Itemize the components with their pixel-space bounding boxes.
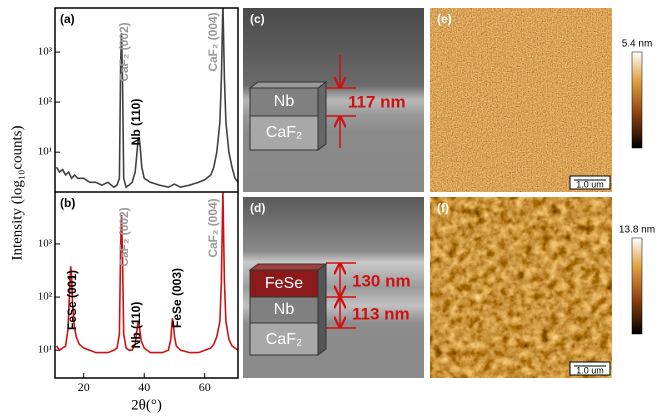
layer-label: CaF₂	[266, 124, 302, 141]
x-tick-label: 20	[78, 380, 90, 394]
sem-panel-d: (d) FeSe Nb CaF₂ 130 nm 113 nm	[243, 197, 424, 378]
xrd-plots: 10¹ 10² 10³ (a) CaF₂ (002) Nb (110) CaF₂ (004)…	[38, 2, 238, 413]
peak-label: CaF₂ (002)	[117, 207, 131, 266]
thickness-label: 113 nm	[352, 304, 410, 323]
y-tick-label: 10¹	[38, 344, 52, 356]
afm-panel-e: (e) 1.0 um 5.4 nm	[430, 8, 652, 192]
peak-label: Nb (110)	[129, 302, 143, 349]
y-tick-label: 10³	[38, 46, 53, 58]
peak-label: CaF₂ (004)	[206, 198, 220, 257]
peak-label: FeSe (001)	[65, 270, 79, 330]
y-tick-label: 10²	[38, 291, 53, 303]
sem-panel-c: (c) Nb CaF₂ 117 nm	[243, 8, 424, 192]
y-axis-label: Intensity (log₁₀counts)	[9, 125, 25, 260]
colorbar-label: 13.8 nm	[619, 225, 655, 236]
layer-label: FeSe	[265, 275, 303, 292]
y-tick-label: 10¹	[38, 146, 52, 158]
panel-label: (e)	[437, 12, 452, 26]
panel-label: (f)	[437, 201, 449, 215]
scale-bar-label: 1.0 um	[576, 365, 604, 375]
peak-label: CaF₂ (002)	[117, 22, 131, 81]
colorbar-label: 5.4 nm	[622, 39, 653, 50]
peak-label: Nb (110)	[129, 99, 143, 146]
panel-label: (d)	[250, 201, 265, 215]
scale-bar-label: 1.0 um	[576, 179, 604, 189]
x-axis-label: 2θ(°)	[131, 397, 162, 413]
afm-panel-f: (f) 1.0 um 13.8 nm	[430, 197, 655, 378]
layer-label: Nb	[274, 301, 295, 318]
afm-image	[430, 197, 612, 378]
peak-label: FeSe (003)	[170, 268, 184, 328]
layer-label: Nb	[274, 93, 295, 110]
afm-image	[430, 8, 612, 192]
x-tick-label: 60	[199, 380, 211, 394]
panel-label: (b)	[60, 196, 75, 210]
x-tick-label: 40	[138, 380, 150, 394]
y-tick-label: 10³	[38, 237, 53, 249]
layer-label: CaF₂	[266, 331, 302, 348]
figure: Intensity (log₁₀counts) 10¹ 10² 10³ (a) CaF₂…	[0, 0, 664, 414]
thickness-label: 117 nm	[348, 92, 406, 111]
y-tick-label: 10²	[38, 96, 53, 108]
thickness-label: 130 nm	[352, 271, 411, 290]
peak-label: CaF₂ (004)	[206, 12, 220, 71]
panel-label: (c)	[250, 12, 265, 26]
panel-label: (a)	[60, 12, 75, 26]
